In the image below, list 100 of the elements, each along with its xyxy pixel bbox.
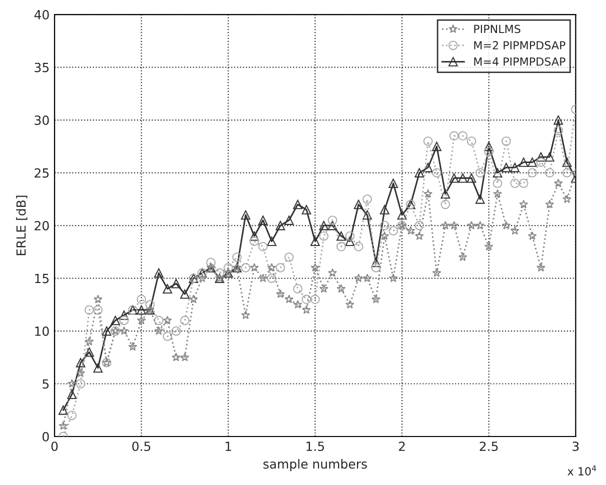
point [76,368,86,378]
point [554,126,564,136]
point [536,152,546,162]
point [423,136,433,146]
point [562,194,572,204]
point [284,294,294,304]
point [224,263,233,272]
point [371,294,380,304]
point [284,216,294,225]
point [336,284,346,293]
legend-label: M=2 PIPMPDSAP [474,41,566,50]
point [328,216,338,225]
point [519,200,528,208]
point [536,263,546,272]
point [136,305,146,315]
point [380,231,390,240]
point [302,294,312,304]
point [319,231,328,241]
y-tick-label: 30 [34,116,49,125]
point [336,231,346,241]
point [458,173,468,183]
point [554,115,564,125]
point [458,252,468,262]
point [84,336,94,346]
x-tick-label: 2 [398,442,405,451]
point [554,178,563,188]
point [154,316,164,326]
y-tick-label: 10 [35,326,49,336]
point [414,168,424,178]
point [93,305,103,315]
point [293,284,302,294]
point [466,220,476,230]
y-tick-label: 0 [42,432,49,442]
point [154,326,164,335]
point [180,289,190,299]
point [510,178,520,188]
point [345,236,355,246]
point [371,263,381,272]
point [345,300,354,309]
point [432,142,442,152]
x-axis-title: sample numbers [263,459,367,472]
point [154,268,164,278]
point [492,178,502,188]
point [240,263,250,272]
x-tick-label: 0.5 [132,442,150,452]
point [276,220,286,230]
point [510,226,520,235]
point [406,226,416,235]
y-tick-label: 25 [34,168,49,178]
legend-label: M=4 PIPMPDSAP [474,57,566,66]
point [544,152,554,162]
legend-label: PIPNLMS [474,24,520,34]
point [172,352,181,362]
point [466,136,476,146]
point [528,168,537,178]
point [110,316,120,326]
point [267,263,276,272]
point [388,274,398,282]
point [475,168,485,178]
point [67,410,77,420]
point [250,263,259,272]
point [493,189,502,198]
point [432,168,442,178]
point [198,274,207,282]
y-tick-label: 5 [42,379,49,389]
point [293,300,302,309]
y-tick-label: 35 [34,62,49,72]
point [76,379,86,388]
point [562,168,572,178]
point [276,289,285,298]
point [502,162,511,172]
point [171,278,181,288]
point [440,189,450,199]
point [302,305,311,314]
point [171,326,181,336]
text: x 10$^{4}$ [568,465,596,476]
point [162,316,172,324]
point [449,131,459,141]
point [232,252,242,262]
x-tick-label: 3 [572,442,579,452]
point [502,220,511,230]
point [250,236,260,246]
point [458,131,468,141]
point [354,274,364,282]
point [93,294,102,304]
point [162,284,172,294]
point [136,316,146,324]
point [206,258,216,268]
point [84,347,94,357]
point [492,168,502,178]
point [258,242,268,252]
point [518,158,528,167]
point [128,342,138,351]
point [414,220,424,230]
x-tick-label: 2.5 [480,442,498,452]
point [58,421,68,430]
point [440,220,450,230]
point [423,162,433,172]
point [93,363,103,373]
point [362,210,372,220]
